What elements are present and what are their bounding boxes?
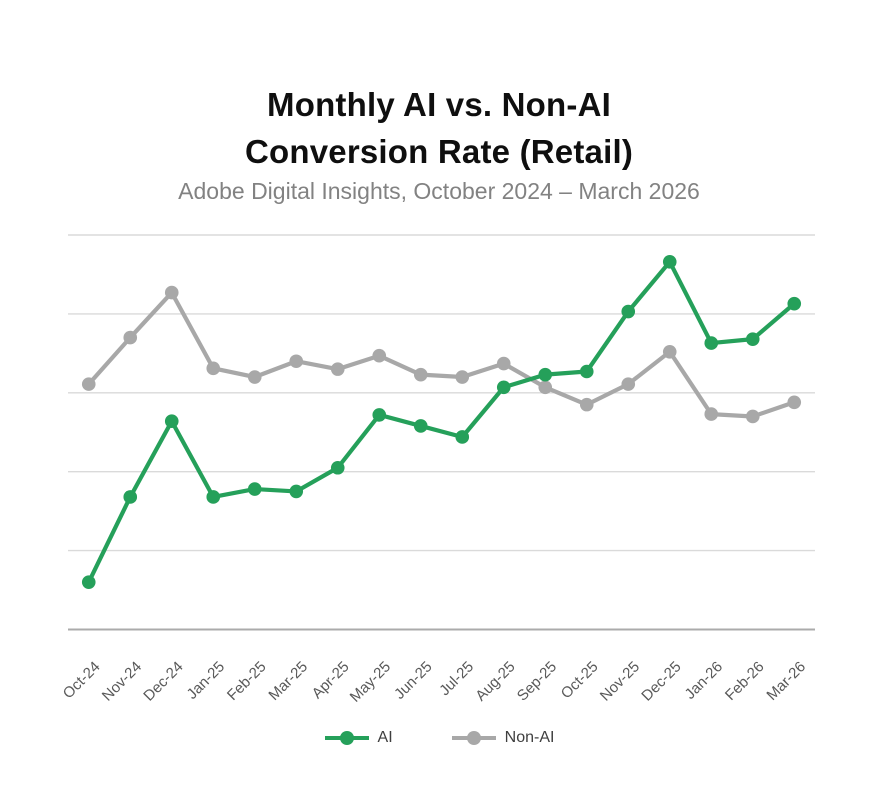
series-non-ai [81,285,802,424]
x-axis-label: Nov-24 [99,658,145,704]
x-axis-label: Mar-26 [763,658,809,704]
data-point-ai [413,419,428,433]
data-point-ai [123,490,138,504]
data-point-ai [330,460,345,475]
data-point-non-ai [621,377,636,391]
data-point-ai [247,482,262,496]
data-point-ai [704,336,719,350]
data-point-ai [787,296,802,311]
legend-label-non-ai: Non-AI [504,729,555,746]
x-axis-label: Jul-25 [436,658,477,699]
data-point-non-ai [81,377,96,391]
data-point-non-ai [662,344,677,359]
data-point-non-ai [745,409,760,424]
series-line-ai [86,259,797,585]
data-point-ai [455,430,470,444]
legend-swatch-dot [466,731,481,745]
x-axis-label: Jun-25 [391,658,435,702]
x-axis-label: Jan-25 [184,658,228,702]
data-point-non-ai [164,285,179,300]
line-chart: Oct-24Nov-24Dec-24Jan-25Feb-25Mar-25Apr-… [60,234,815,706]
x-axis-label: Oct-24 [60,658,104,702]
x-axis-label: Nov-25 [597,658,643,704]
data-point-non-ai [123,330,138,345]
legend-swatch-non-ai [451,731,496,745]
x-axis-label: May-25 [347,658,394,705]
data-point-ai [164,414,179,429]
series-ai [81,255,802,589]
data-point-ai [289,484,304,499]
data-point-non-ai [247,370,262,384]
chart-title: Monthly AI vs. Non-AI Conversion Rate (R… [0,81,878,175]
chart-title-line1: Monthly AI vs. Non-AI [267,86,611,123]
data-point-ai [621,304,636,319]
x-axis-label: Feb-26 [722,658,768,704]
x-axis-labels: Oct-24Nov-24Dec-24Jan-25Feb-25Mar-25Apr-… [60,658,809,705]
series-line-non-ai [86,290,797,419]
data-point-ai [538,367,553,382]
x-axis-label: Dec-24 [140,658,186,704]
x-axis-label: Oct-25 [558,658,602,702]
x-axis-label: Feb-25 [224,658,270,704]
legend: AI Non-AI [0,723,878,753]
data-point-non-ai [787,395,802,410]
data-point-non-ai [455,370,470,384]
data-point-ai [206,490,221,504]
gridlines [68,234,815,631]
x-axis-label: Mar-25 [265,658,311,704]
data-point-non-ai [206,361,221,376]
x-axis-label: Sep-25 [514,658,560,704]
data-point-non-ai [413,367,428,382]
data-point-ai [372,408,387,422]
legend-item-non-ai: Non-AI [451,729,555,747]
data-point-ai [662,255,677,269]
data-point-ai [496,380,511,395]
data-point-non-ai [496,356,511,371]
chart-title-line2: Conversion Rate (Retail) [244,133,634,170]
chart-subtitle: Adobe Digital Insights, October 2024 – M… [178,178,700,204]
data-point-non-ai [289,354,304,369]
data-point-non-ai [704,407,719,421]
x-axis-label: Jan-26 [682,658,726,702]
data-point-non-ai [330,362,345,376]
data-point-non-ai [579,397,594,412]
data-point-ai [745,332,760,346]
data-point-ai [579,364,594,379]
data-point-ai [81,575,96,589]
x-axis-label: Aug-25 [472,658,518,704]
data-point-non-ai [372,348,387,363]
legend-item-ai: AI [324,729,393,747]
legend-swatch-dot [339,731,354,745]
x-axis-label: Apr-25 [309,658,353,702]
x-axis-label: Dec-25 [638,658,684,704]
legend-swatch-ai [324,731,369,745]
legend-label-ai: AI [377,729,393,746]
data-point-non-ai [538,380,553,395]
